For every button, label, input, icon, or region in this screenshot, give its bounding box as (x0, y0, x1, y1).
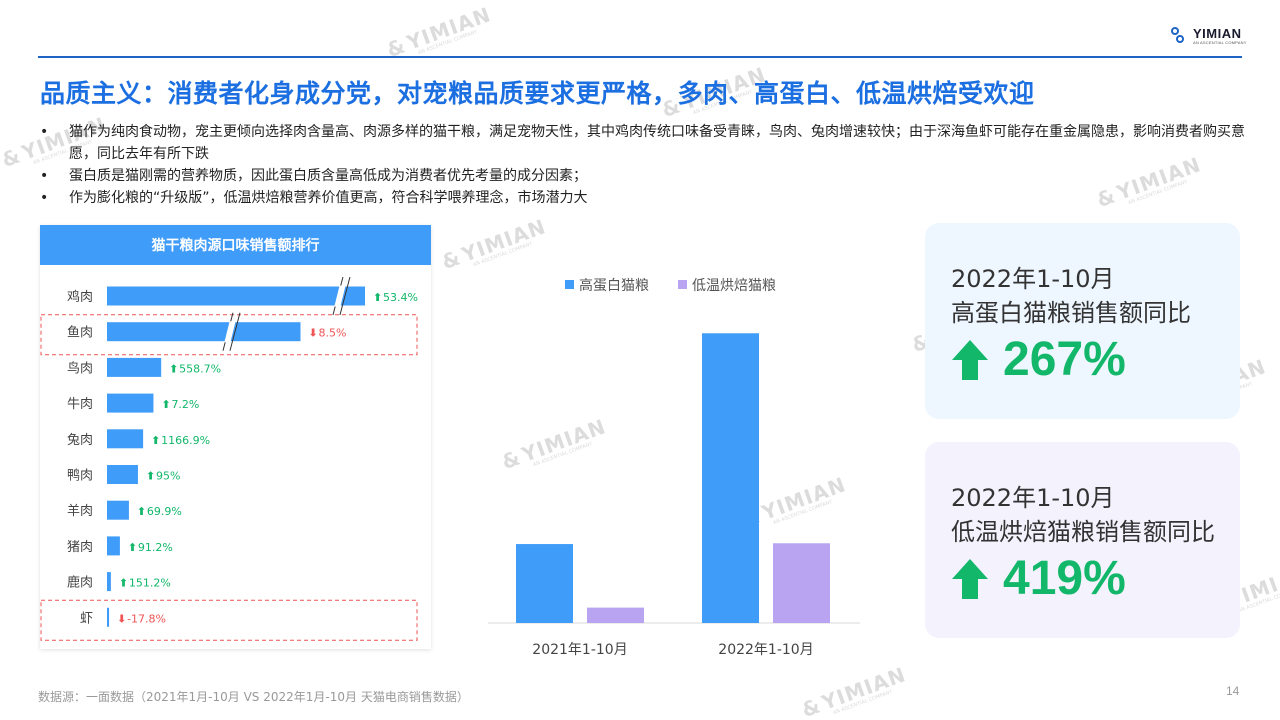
kpi-card-high-protein: 2022年1-10月 高蛋白猫粮销售额同比 267% (925, 223, 1240, 419)
growth-up-arrow-icon: ⬆ (373, 291, 382, 304)
growth-label: 151.2% (129, 577, 171, 590)
axis-break-mark (339, 276, 351, 316)
axis-break-gap (334, 285, 346, 307)
up-arrow-icon (952, 340, 988, 380)
bullet-dot-icon: • (40, 168, 49, 184)
category-label: 鸭肉 (67, 469, 93, 484)
up-arrow-icon (952, 559, 988, 599)
category-label: 牛肉 (67, 397, 93, 412)
category-label: 猪肉 (67, 540, 93, 555)
growth-up-arrow-icon: ⬆ (119, 577, 128, 590)
brand-name: YIMIAN (1193, 26, 1242, 41)
kpi-period: 2022年1-10月 (951, 484, 1115, 512)
bar (773, 543, 830, 623)
growth-down-arrow-icon: ⬇ (309, 327, 318, 340)
growth-down-arrow-icon: ⬇ (117, 612, 126, 625)
growth-label: 7.2% (171, 398, 199, 411)
bar (587, 607, 644, 623)
bullet-dot-icon: • (40, 124, 49, 140)
category-label: 兔肉 (67, 433, 93, 448)
bullet-item: • 作为膨化粮的“升级版”，低温烘焙粮营养价值更高，符合科学喂养理念，市场潜力大 (40, 187, 1250, 209)
bar (107, 465, 138, 484)
flavor-ranking-chart: 鸡肉 ⬆ 53.4%鱼肉 ⬇ 8.5%鸟肉 ⬆ 558.7%牛肉 ⬆ 7.2%兔肉 ⬆ 1166.9… (40, 276, 418, 641)
page-title: 品质主义：消费者化身成分党，对宠粮品质要求更严格，多肉、高蛋白、低温烘焙受欢迎 (40, 79, 1035, 108)
bullet-dot-icon: • (40, 190, 49, 206)
bar (107, 322, 301, 342)
category-label: 鸟肉 (67, 360, 93, 376)
bar (107, 286, 365, 306)
kpi-period: 2022年1-10月 (951, 265, 1115, 293)
flavor-ranking-title: 猫干粮肉源口味销售额排行 (40, 225, 431, 265)
kpi-value-row: 267% (951, 336, 1126, 384)
category-label: 鱼肉 (67, 325, 93, 341)
sales-comparison-chart: 高蛋白猫粮 低温烘焙猫粮 2021年1-10月 2022年1-10月 (488, 277, 860, 658)
bar (107, 536, 120, 556)
bullet-item: • 蛋白质是猫刚需的营养物质，因此蛋白质含量高低成为消费者优先考量的成分因素； (40, 165, 1250, 187)
flavor-ranking-panel: 猫干粮肉源口味销售额排行 鸡肉 ⬆ 53.4% 鱼肉 ⬇ 8.5% 鸟肉 ⬆ 558.7% 牛肉 ⬆… (40, 225, 431, 649)
kpi-value-row: 419% (951, 555, 1126, 603)
axis-break-mark (229, 312, 241, 351)
highlight-box (40, 599, 418, 641)
growth-label: 558.7% (179, 362, 221, 375)
growth-label: 95% (156, 470, 180, 483)
x-tick-label: 2022年1-10月 (718, 642, 813, 658)
growth-label: 1166.9% (161, 434, 210, 447)
axis-break-gap (224, 321, 236, 343)
category-label: 虾 (80, 611, 93, 626)
legend-label: 低温烘焙猫粮 (692, 278, 776, 294)
bullet-list: • 猫作为纯肉食动物，宠主更倾向选择肉含量高、肉源多样的猫干粮，满足宠物天性，其中… (40, 121, 1250, 209)
growth-label: 91.2% (138, 541, 173, 554)
legend-label: 高蛋白猫粮 (579, 277, 649, 294)
growth-up-arrow-icon: ⬆ (161, 398, 170, 411)
bar (107, 357, 162, 377)
kpi-value: 267% (1003, 333, 1126, 386)
data-source-note: 数据源：一面数据（2021年1月-10月 VS 2022年1月-10月 天猫电商… (38, 690, 469, 704)
growth-label: 53.4% (383, 291, 418, 304)
page-number: 14 (1226, 684, 1240, 698)
brand-logo: YIMIAN AN ASCENTIAL COMPANY (1171, 27, 1247, 45)
bullet-item: • 猫作为纯肉食动物，宠主更倾向选择肉含量高、肉源多样的猫干粮，满足宠物天性，其中… (40, 121, 1250, 165)
bar (107, 500, 129, 520)
growth-up-arrow-icon: ⬆ (169, 362, 178, 375)
growth-label: 69.9% (147, 505, 182, 518)
x-tick-label: 2021年1-10月 (532, 642, 627, 658)
kpi-card-low-temp-baked: 2022年1-10月 低温烘焙猫粮销售额同比 419% (925, 442, 1240, 638)
legend-swatch (678, 280, 687, 289)
header-divider (38, 56, 1242, 58)
bar (702, 333, 759, 623)
growth-up-arrow-icon: ⬆ (128, 541, 137, 554)
brand-tagline: AN ASCENTIAL COMPANY (1193, 40, 1247, 45)
kpi-label: 低温烘焙猫粮销售额同比 (951, 518, 1215, 546)
bar (107, 607, 110, 627)
kpi-value: 419% (1003, 552, 1126, 605)
bar (107, 572, 111, 592)
growth-label: -17.8% (127, 612, 166, 625)
bar (107, 393, 154, 413)
legend-swatch (565, 280, 574, 289)
growth-up-arrow-icon: ⬆ (137, 505, 146, 518)
kpi-label: 高蛋白猫粮销售额同比 (951, 299, 1191, 327)
growth-up-arrow-icon: ⬆ (146, 470, 155, 483)
growth-up-arrow-icon: ⬆ (151, 434, 160, 447)
category-label: 鹿肉 (67, 575, 93, 591)
bar (107, 429, 144, 449)
bar (516, 544, 573, 623)
sales-comparison-chart-area: 高蛋白猫粮 低温烘焙猫粮 2021年1-10月 2022年1-10月 (470, 262, 870, 662)
logo-icon (1171, 27, 1189, 45)
growth-label: 8.5% (319, 327, 347, 340)
category-label: 鸡肉 (67, 289, 93, 305)
category-label: 羊肉 (67, 503, 93, 519)
